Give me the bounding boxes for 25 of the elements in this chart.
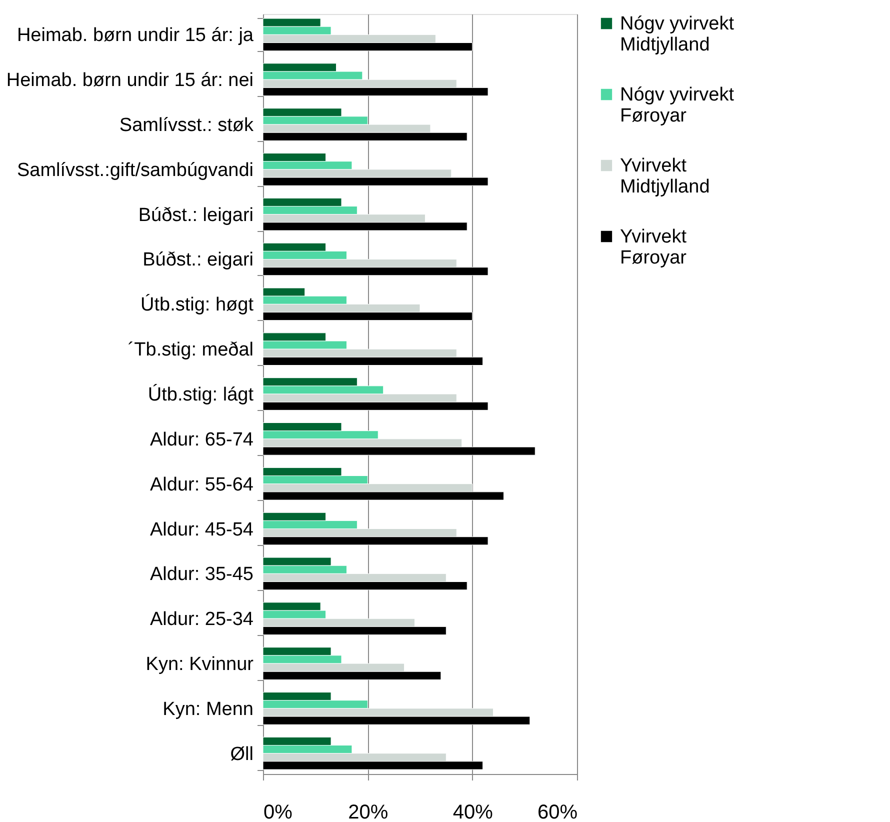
legend-label: Nógv yvirvekt Midtjylland [620,14,735,56]
x-tick-label: 20% [348,802,388,822]
y-tick-label: Aldur: 35-45 [150,564,254,586]
y-tick-label: Aldur: 55-64 [150,474,254,496]
x-tick-label: 40% [452,802,494,822]
legend-label: Yvirvekt Midtjylland [620,156,710,198]
y-tick-label: ´Tb.stig: meðal [128,340,254,361]
y-tick-label: Útb.stig: lágt [148,384,254,406]
y-tick-label: Búðst.: leigari [138,204,254,226]
y-tick-label: Aldur: 65-74 [150,429,254,450]
legend-label: Yvirvekt Føroyar [620,226,688,268]
y-tick-label: Aldur: 45-54 [150,519,254,540]
y-tick-label: Útb.stig: høgt [140,294,254,316]
y-tick-label: Kyn: Kvinnur [146,654,254,676]
x-tick-label: 60% [537,802,578,822]
y-tick-label: Heimab. børn undir 15 ár: nei [6,70,254,92]
y-tick-label: Heimab. børn undir 15 ár: ja [16,25,254,46]
y-tick-label: Búðst.: eigari [142,250,254,271]
legend-label: Nógv yvirvekt Føroyar [620,84,735,126]
x-tick-label: 0% [264,802,293,822]
y-tick-label: Samlívsst.:gift/sambúgvandi [16,160,254,181]
y-tick-label: Aldur: 25-34 [150,609,254,630]
y-tick-label: Samlívsst.: støk [119,114,254,136]
y-tick-label: Øll [230,744,254,765]
y-tick-label: Kyn: Menn [162,698,254,720]
